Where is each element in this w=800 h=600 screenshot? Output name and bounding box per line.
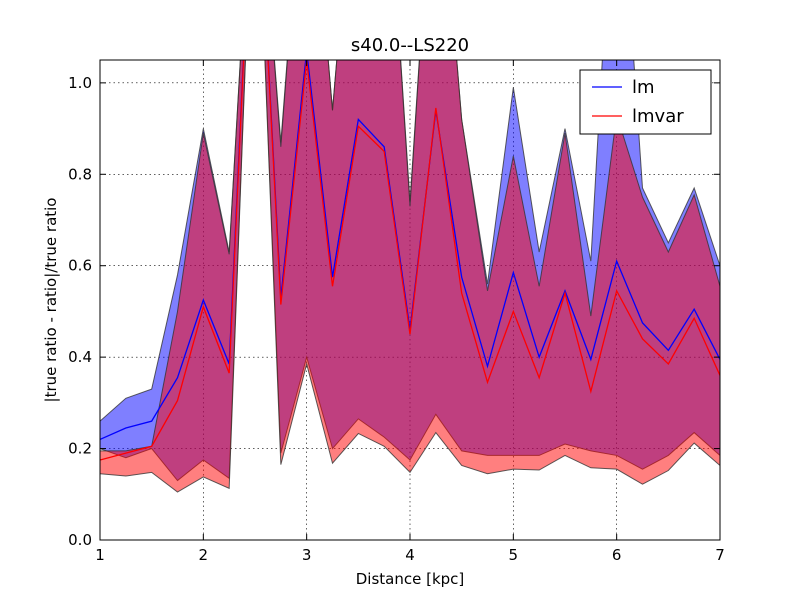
x-tick-label: 3 [302,546,312,564]
band-lmvar [100,60,720,493]
axis-ticks: 1 2 3 4 5 6 7 0.0 0.2 0.4 0.6 0.8 1.0 [68,60,725,564]
line-lmvar [100,60,720,461]
x-tick-label: 2 [199,546,209,564]
chart-title: s40.0--LS220 [351,35,469,56]
y-tick-label: 0.4 [68,348,92,366]
error-bands [100,60,720,493]
y-axis-label: |true ratio - ratio|/true ratio [42,198,60,403]
series-lines [100,60,720,461]
x-tick-label: 1 [95,546,105,564]
legend: lm lmvar [579,69,712,135]
y-tick-label: 0.0 [68,531,92,549]
legend-box [579,69,712,135]
x-tick-label: 7 [715,546,725,564]
y-tick-label: 0.8 [68,165,92,183]
legend-label-lmvar: lmvar [632,106,684,127]
x-tick-label: 4 [405,546,415,564]
y-tick-label: 1.0 [68,74,92,92]
legend-label-lm: lm [632,77,655,98]
x-axis-label: Distance [kpc] [356,570,465,588]
y-tick-label: 0.2 [68,440,92,458]
x-tick-label: 6 [612,546,622,564]
x-tick-label: 5 [509,546,519,564]
y-tick-label: 0.6 [68,257,92,275]
